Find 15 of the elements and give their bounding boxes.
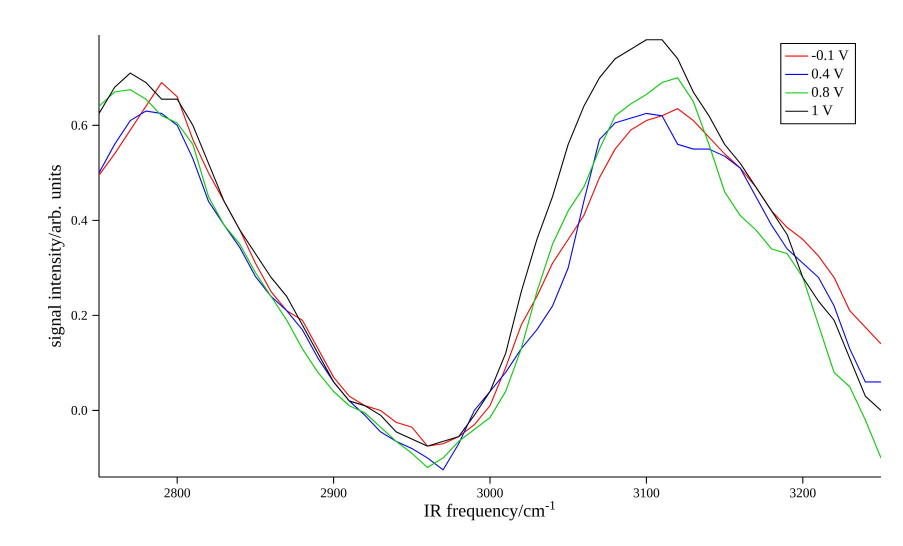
y-tick-label: 0.0 — [71, 406, 88, 415]
legend-label: 1 V — [812, 105, 833, 116]
x-tick-label: 3100 — [634, 488, 660, 498]
x-axis-title: IR frequency/cm$^{-1}$ — [424, 501, 555, 520]
legend-label: 0.8 V — [812, 87, 844, 97]
x-tick-label: 2800 — [164, 488, 190, 498]
legend-label: -0.1 V — [812, 50, 849, 60]
x-tick-label: 3000 — [477, 488, 503, 498]
y-axis-title: signal intensity/arb. units — [48, 165, 64, 347]
legend-label: 0.4 V — [812, 68, 844, 79]
y-tick-label: 0.6 — [71, 120, 88, 130]
x-tick-label: 3200 — [790, 488, 816, 498]
y-tick-label: 0.2 — [71, 310, 87, 320]
x-tick-label: 2900 — [320, 488, 346, 498]
y-tick-label: 0.4 — [71, 216, 88, 225]
